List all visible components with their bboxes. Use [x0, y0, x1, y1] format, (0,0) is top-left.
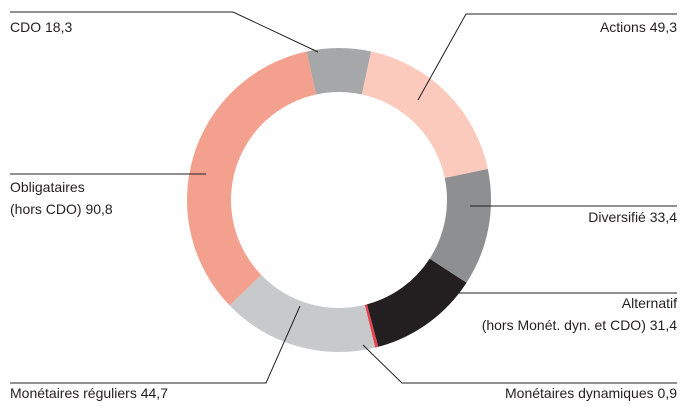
data-label: Actions 49,3 — [600, 19, 677, 35]
data-label: Monétaires réguliers 44,7 — [10, 385, 168, 401]
category-name: Diversifié — [588, 209, 646, 225]
leader-line — [10, 305, 301, 384]
donut-slice — [364, 304, 379, 348]
leader-line — [362, 344, 677, 384]
leader-line — [10, 11, 319, 53]
leader-line — [417, 13, 677, 101]
donut-slice — [429, 169, 491, 283]
value-label: 0,9 — [658, 385, 678, 401]
category-name: CDO — [10, 19, 41, 35]
donut-slice — [361, 51, 488, 178]
category-line: (hors CDO) — [10, 201, 82, 217]
category-name: Monétaires réguliers — [10, 385, 137, 401]
category-line: Alternatif — [622, 295, 677, 311]
category-line: Obligataires — [10, 179, 85, 195]
value-label: 44,7 — [141, 385, 168, 401]
category-name: Monétaires dynamiques — [505, 385, 654, 401]
value-label: 33,4 — [650, 209, 677, 225]
category-line: (hors Monét. dyn. et CDO) — [482, 317, 646, 333]
value-label: 18,3 — [45, 19, 72, 35]
data-label: Diversifié 33,4 — [588, 209, 677, 225]
category-name: Actions — [600, 19, 646, 35]
data-label: CDO 18,3 — [10, 19, 72, 35]
donut-slice — [366, 258, 467, 347]
donut-slice — [306, 47, 372, 95]
donut-slice — [187, 51, 316, 306]
value-label: 31,4 — [650, 317, 677, 333]
donut-slice — [229, 274, 376, 352]
value-label: 49,3 — [650, 19, 677, 35]
category-name: Alternatif (hors Monét. dyn. et CDO) 31,4 — [482, 295, 678, 333]
value-label: 90,8 — [85, 201, 112, 217]
category-name: Obligataires (hors CDO) 90,8 — [10, 179, 113, 217]
data-label: Monétaires dynamiques 0,9 — [505, 385, 677, 401]
